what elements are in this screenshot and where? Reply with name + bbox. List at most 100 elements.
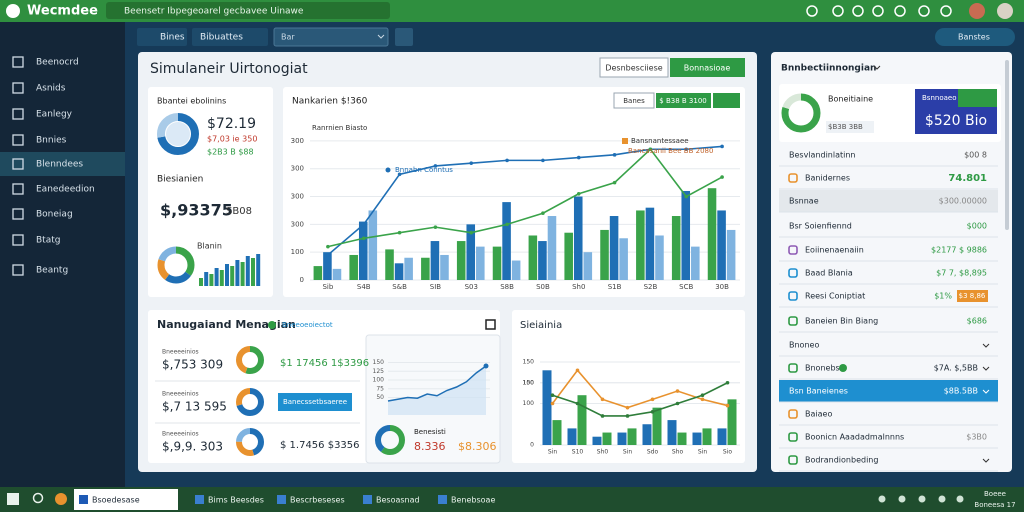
value-box bbox=[826, 121, 874, 133]
donut-segment bbox=[781, 93, 821, 133]
card-title: Bbantei ebolinins bbox=[157, 97, 226, 106]
top-icon[interactable] bbox=[894, 5, 906, 17]
sidebar-item: Btatg bbox=[36, 236, 60, 246]
line-point bbox=[720, 175, 724, 179]
chevron[interactable] bbox=[982, 366, 990, 371]
sidebar-item: Beantg bbox=[36, 266, 68, 276]
row-label: Banidernes bbox=[805, 174, 850, 183]
badge-label: $3 8,86 bbox=[959, 292, 986, 300]
app-icon[interactable] bbox=[55, 493, 67, 505]
toolbar-icon[interactable] bbox=[395, 28, 413, 46]
line-point bbox=[700, 397, 705, 402]
bar bbox=[440, 254, 449, 280]
y-tick-label: 50 bbox=[376, 394, 384, 401]
mini-bar bbox=[209, 274, 214, 286]
control[interactable] bbox=[613, 92, 655, 109]
row-label: Baneien Bin Biang bbox=[805, 317, 878, 326]
row-label: Reesi Coniptiat bbox=[805, 292, 865, 301]
action-button[interactable] bbox=[278, 393, 352, 411]
line-point bbox=[541, 158, 545, 163]
bar bbox=[627, 428, 637, 445]
x-tick-label: Sh0 bbox=[572, 283, 585, 291]
app-name: Wecmdee bbox=[27, 4, 98, 19]
line-point bbox=[433, 164, 438, 168]
row-bg[interactable] bbox=[779, 380, 998, 402]
control[interactable] bbox=[656, 93, 711, 108]
tray-icon[interactable] bbox=[956, 495, 964, 503]
row-amount: $ 1.7456 $3356 bbox=[280, 440, 360, 451]
bar bbox=[547, 216, 557, 280]
line-point bbox=[541, 211, 545, 216]
bar bbox=[707, 188, 717, 280]
top-icon[interactable] bbox=[852, 5, 864, 17]
select-dropdown[interactable] bbox=[273, 27, 389, 47]
right-panel bbox=[771, 52, 1012, 472]
start-icon[interactable] bbox=[7, 493, 19, 505]
chevron[interactable] bbox=[982, 389, 990, 394]
x-tick-label: Sh0 bbox=[597, 449, 609, 456]
bar bbox=[717, 428, 727, 445]
x-tick-label: Sho bbox=[672, 449, 684, 456]
tray-icon[interactable] bbox=[898, 495, 906, 503]
y-tick-label: 150 bbox=[523, 379, 535, 386]
top-icon[interactable] bbox=[940, 5, 952, 17]
x-tick-label: S&B bbox=[392, 283, 407, 291]
row-label: Bnonebs bbox=[805, 364, 840, 373]
button[interactable] bbox=[599, 57, 669, 78]
row-value: $000 bbox=[967, 222, 987, 231]
line-series bbox=[327, 145, 723, 256]
bar bbox=[385, 249, 394, 280]
taskbar-item[interactable] bbox=[74, 489, 178, 510]
line-point bbox=[684, 147, 689, 152]
line-point bbox=[700, 393, 705, 398]
top-icon[interactable] bbox=[918, 5, 930, 17]
legend-swatch bbox=[622, 138, 628, 144]
tray-icon[interactable] bbox=[878, 495, 886, 503]
tray-icon[interactable] bbox=[918, 495, 926, 503]
row-label: Boonicn Aaadadmalnnns bbox=[805, 433, 904, 442]
account-label: Banstes bbox=[958, 33, 990, 42]
mini-bar bbox=[230, 266, 235, 286]
taskbar-item-icon bbox=[195, 495, 204, 504]
address-bar[interactable] bbox=[106, 2, 390, 19]
top-icon[interactable] bbox=[872, 5, 884, 17]
row-value: $,753 309 bbox=[162, 358, 223, 372]
row-value: $,9,9. 303 bbox=[162, 440, 223, 454]
donut-value: 8.336 bbox=[414, 440, 446, 453]
card-icon[interactable] bbox=[485, 319, 496, 330]
sidebar-icon bbox=[12, 208, 24, 220]
chevron[interactable] bbox=[982, 458, 990, 463]
tray-icon[interactable] bbox=[938, 495, 946, 503]
row-label: Bsn Baneienes bbox=[789, 387, 848, 396]
panel-title: Bnnbectiinnongian bbox=[781, 64, 876, 74]
button-label: Desnbesciiese bbox=[605, 64, 662, 73]
taskbar-item-icon bbox=[79, 495, 88, 504]
x-tick-label: Sio bbox=[723, 449, 732, 456]
chart-title: Nankarien $!360 bbox=[292, 97, 368, 107]
sidebar-item: Asnids bbox=[36, 84, 66, 94]
button[interactable] bbox=[670, 58, 745, 77]
line-point bbox=[650, 397, 655, 402]
avatar[interactable] bbox=[969, 3, 985, 19]
donut-segment bbox=[157, 113, 199, 155]
account-button[interactable] bbox=[935, 28, 1015, 46]
avatar[interactable] bbox=[997, 3, 1013, 19]
search-icon[interactable] bbox=[32, 492, 44, 504]
chevron[interactable] bbox=[982, 343, 990, 348]
top-icon[interactable] bbox=[806, 5, 818, 17]
sidebar-item: Eanlegy bbox=[36, 110, 73, 120]
mini-bar bbox=[225, 264, 229, 286]
bar bbox=[636, 210, 645, 280]
bar bbox=[717, 210, 726, 280]
top-icon[interactable] bbox=[832, 5, 844, 17]
summary-sub: $2B3 B $88 bbox=[207, 148, 254, 157]
filter-button[interactable] bbox=[192, 28, 268, 46]
view-button[interactable] bbox=[137, 28, 187, 46]
row-value: $,7 13 595 bbox=[162, 400, 227, 414]
line-point bbox=[361, 222, 366, 227]
chevron[interactable] bbox=[873, 65, 881, 70]
control[interactable] bbox=[713, 93, 740, 108]
line-point bbox=[326, 244, 330, 249]
y-tick-label: 300 bbox=[291, 137, 304, 145]
view-label: Bines bbox=[160, 33, 185, 43]
